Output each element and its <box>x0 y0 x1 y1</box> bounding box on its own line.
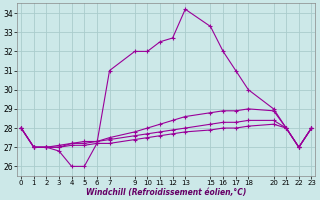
X-axis label: Windchill (Refroidissement éolien,°C): Windchill (Refroidissement éolien,°C) <box>86 188 246 197</box>
